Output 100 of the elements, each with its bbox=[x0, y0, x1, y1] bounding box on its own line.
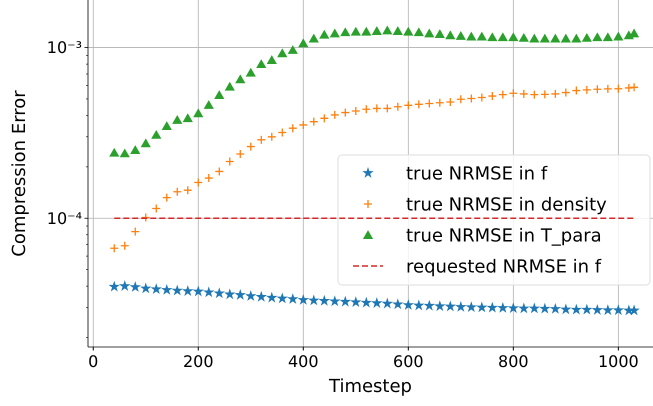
point bbox=[362, 104, 371, 114]
point bbox=[109, 148, 120, 157]
point bbox=[288, 124, 298, 133]
point bbox=[371, 297, 382, 308]
y-tick-label: 10⁻³ bbox=[46, 38, 82, 58]
point bbox=[298, 294, 309, 305]
point bbox=[298, 120, 308, 130]
point bbox=[119, 280, 130, 291]
point bbox=[245, 290, 256, 301]
point bbox=[172, 284, 183, 296]
point bbox=[340, 108, 350, 118]
point bbox=[224, 288, 236, 300]
point bbox=[498, 90, 508, 100]
point bbox=[571, 34, 582, 42]
point bbox=[486, 302, 498, 313]
point bbox=[330, 110, 340, 120]
point bbox=[570, 304, 582, 315]
point bbox=[539, 302, 551, 314]
point bbox=[614, 84, 623, 94]
point bbox=[550, 303, 562, 314]
point bbox=[350, 26, 361, 36]
point bbox=[602, 32, 613, 42]
point bbox=[446, 97, 455, 107]
point bbox=[182, 113, 193, 122]
point bbox=[318, 294, 330, 306]
point bbox=[235, 74, 246, 84]
point bbox=[434, 29, 445, 38]
point bbox=[340, 27, 350, 36]
point bbox=[487, 32, 498, 42]
point bbox=[413, 300, 424, 310]
point bbox=[592, 304, 604, 315]
point bbox=[603, 84, 612, 94]
point bbox=[288, 45, 298, 54]
point bbox=[403, 26, 414, 36]
point bbox=[214, 166, 224, 176]
point bbox=[204, 100, 214, 109]
point bbox=[361, 26, 372, 36]
point bbox=[455, 301, 466, 312]
point bbox=[392, 298, 404, 310]
point bbox=[350, 296, 362, 308]
point bbox=[246, 68, 256, 77]
point bbox=[276, 292, 288, 304]
point bbox=[372, 26, 382, 35]
point bbox=[466, 301, 477, 312]
point bbox=[214, 90, 224, 99]
point bbox=[308, 294, 320, 306]
legend-label: requested NRMSE in f bbox=[406, 256, 602, 278]
point bbox=[183, 186, 192, 195]
y-axis-title: Compression Error bbox=[9, 90, 30, 257]
point bbox=[141, 212, 150, 222]
point bbox=[402, 299, 414, 310]
point bbox=[246, 142, 256, 152]
point bbox=[540, 90, 550, 99]
point bbox=[424, 98, 434, 108]
point bbox=[435, 98, 444, 108]
point bbox=[308, 34, 319, 42]
point bbox=[530, 90, 539, 100]
point bbox=[612, 304, 624, 316]
point bbox=[434, 300, 446, 312]
point bbox=[319, 30, 330, 39]
point bbox=[456, 31, 466, 40]
point bbox=[287, 293, 298, 304]
point bbox=[110, 244, 119, 253]
point bbox=[130, 226, 140, 236]
point bbox=[225, 156, 234, 166]
point bbox=[550, 89, 560, 99]
point bbox=[414, 100, 424, 109]
point bbox=[382, 104, 392, 114]
point bbox=[560, 304, 572, 314]
legend-label: true NRMSE in density bbox=[406, 194, 608, 216]
point bbox=[508, 32, 518, 42]
point bbox=[613, 32, 624, 41]
point bbox=[519, 89, 528, 99]
point bbox=[592, 32, 602, 42]
point bbox=[151, 130, 162, 139]
point bbox=[466, 32, 476, 41]
point bbox=[278, 128, 287, 138]
x-tick-label: 1000 bbox=[598, 352, 639, 371]
point bbox=[320, 114, 329, 123]
point bbox=[581, 304, 593, 315]
point bbox=[130, 281, 141, 292]
point bbox=[497, 302, 508, 313]
legend-label: true NRMSE in T_para bbox=[406, 225, 602, 246]
point bbox=[150, 283, 162, 294]
point bbox=[351, 106, 360, 116]
y-tick-label: 10⁻⁴ bbox=[46, 208, 82, 228]
point bbox=[256, 135, 266, 144]
point bbox=[182, 285, 194, 296]
point bbox=[236, 149, 245, 159]
point bbox=[382, 298, 393, 308]
point bbox=[203, 286, 214, 298]
point bbox=[424, 28, 434, 38]
point bbox=[382, 26, 392, 34]
point bbox=[266, 292, 278, 303]
point bbox=[172, 187, 182, 196]
x-tick-label: 400 bbox=[288, 352, 319, 371]
point bbox=[162, 193, 172, 202]
point bbox=[256, 290, 267, 302]
point bbox=[624, 83, 634, 93]
point bbox=[518, 302, 530, 314]
